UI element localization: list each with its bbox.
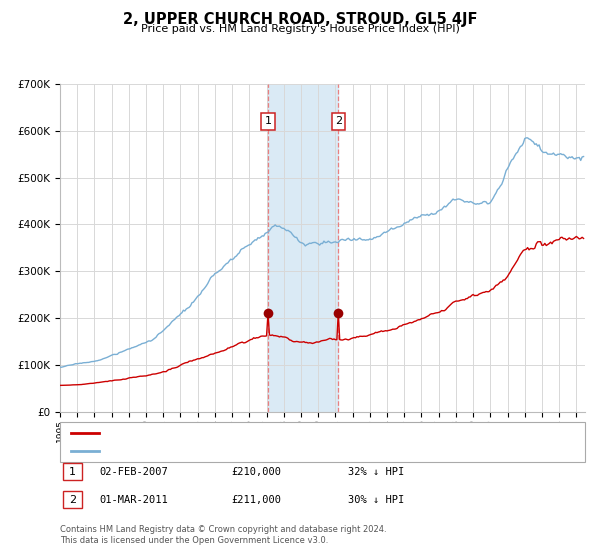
Text: 2, UPPER CHURCH ROAD, STROUD, GL5 4JF: 2, UPPER CHURCH ROAD, STROUD, GL5 4JF	[123, 12, 477, 27]
Text: 30% ↓ HPI: 30% ↓ HPI	[348, 494, 404, 505]
Text: HPI: Average price, detached house, Stroud: HPI: Average price, detached house, Stro…	[108, 446, 321, 456]
Text: Price paid vs. HM Land Registry's House Price Index (HPI): Price paid vs. HM Land Registry's House …	[140, 24, 460, 34]
Text: 2: 2	[69, 494, 76, 505]
Text: 2, UPPER CHURCH ROAD, STROUD, GL5 4JF (detached house): 2, UPPER CHURCH ROAD, STROUD, GL5 4JF (d…	[108, 428, 409, 438]
Text: 02-FEB-2007: 02-FEB-2007	[99, 466, 168, 477]
Text: 1: 1	[69, 466, 76, 477]
Text: Contains HM Land Registry data © Crown copyright and database right 2024.
This d: Contains HM Land Registry data © Crown c…	[60, 525, 386, 545]
Text: £210,000: £210,000	[231, 466, 281, 477]
Text: £211,000: £211,000	[231, 494, 281, 505]
Text: 32% ↓ HPI: 32% ↓ HPI	[348, 466, 404, 477]
Text: 2: 2	[335, 116, 342, 127]
Bar	[268, 84, 338, 412]
Text: 1: 1	[265, 116, 271, 127]
Text: 01-MAR-2011: 01-MAR-2011	[99, 494, 168, 505]
